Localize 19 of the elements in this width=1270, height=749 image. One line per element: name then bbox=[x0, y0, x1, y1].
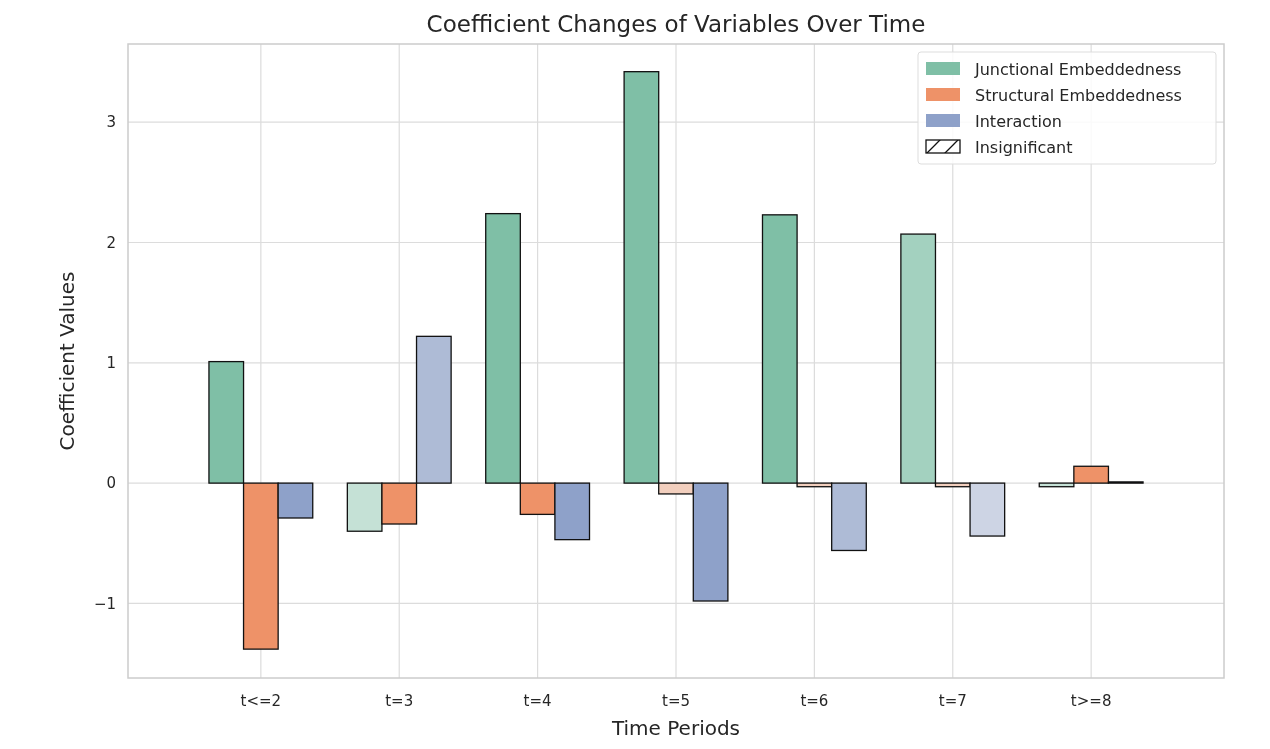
y-tick-label: −1 bbox=[93, 594, 116, 613]
x-axis-title: Time Periods bbox=[610, 716, 741, 740]
y-axis-title: Coefficient Values bbox=[55, 271, 79, 451]
chart-title: Coefficient Changes of Variables Over Time bbox=[426, 11, 926, 37]
legend-label: Structural Embeddedness bbox=[975, 85, 1182, 105]
legend-label: Junctional Embeddedness bbox=[974, 59, 1182, 79]
legend-label: Interaction bbox=[975, 111, 1062, 131]
x-tick-label: t=5 bbox=[662, 692, 690, 710]
y-tick-label: 1 bbox=[106, 354, 116, 373]
x-tick-label: t=7 bbox=[938, 692, 967, 710]
annotation: Insignificant bbox=[975, 137, 1073, 157]
y-tick-label: 2 bbox=[106, 233, 116, 252]
x-tick-label: t=3 bbox=[385, 692, 414, 710]
x-tick-label: t<=2 bbox=[240, 692, 282, 710]
x-tick-label: t=4 bbox=[523, 692, 552, 710]
x-tick-label: t>=8 bbox=[1070, 692, 1112, 710]
y-tick-label: 3 bbox=[106, 113, 116, 132]
y-tick-label: 0 bbox=[106, 474, 116, 493]
x-tick-label: t=6 bbox=[800, 692, 829, 710]
